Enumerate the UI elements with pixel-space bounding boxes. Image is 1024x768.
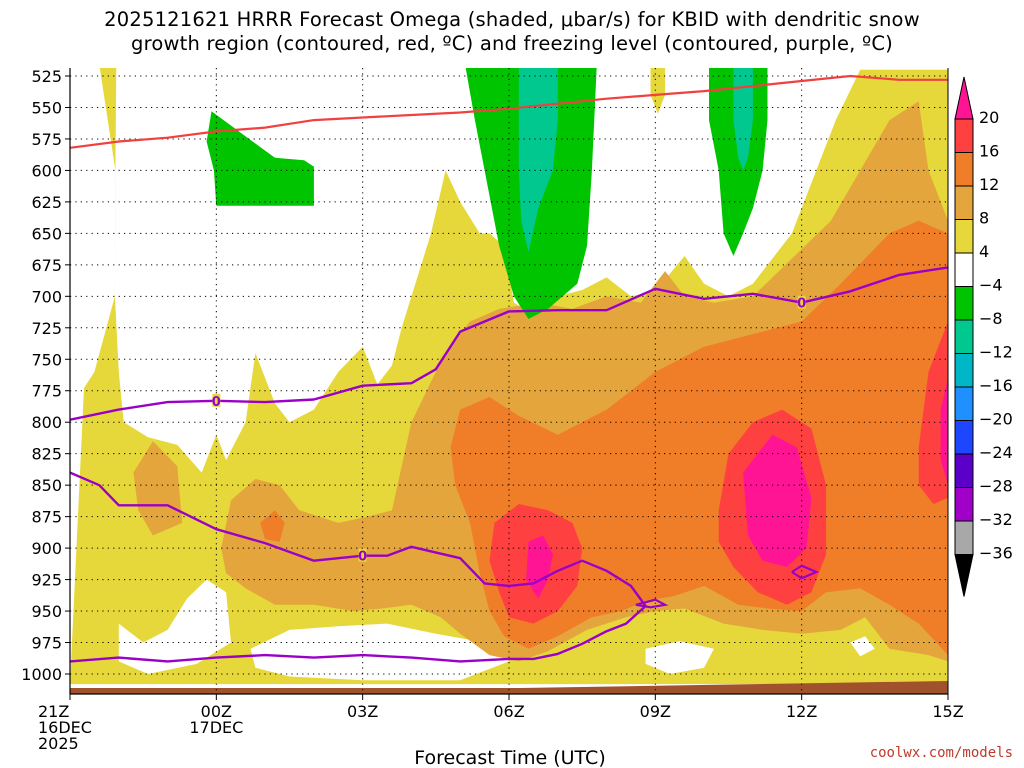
- colorbar-bin-10: [954, 420, 974, 455]
- x-tick-label-12-line-1: 09Z: [640, 702, 671, 721]
- colorbar-label-12: −32: [979, 510, 1013, 529]
- colorbar-label-6: −8: [979, 309, 1003, 328]
- colorbar-bin-13: [954, 520, 974, 555]
- ground-surface: [70, 681, 948, 694]
- y-tick-label-825: 825: [31, 445, 62, 464]
- colorbar-label-0: 20: [979, 108, 999, 127]
- teal-column-11z: [733, 68, 753, 171]
- y-tick-label-700: 700: [31, 287, 62, 306]
- y-tick-label-525: 525: [31, 67, 62, 86]
- y-tick-label-725: 725: [31, 319, 62, 338]
- colorbar-label-3: 8: [979, 209, 989, 228]
- x-tick-label-0-line-2: 16DEC: [38, 718, 92, 737]
- colorbar: 20 16 12 8 4 −4 −8 −12 −16 −20 −24 −28 −32 −36: [954, 76, 1013, 597]
- x-tick-label-18-line-1: 15Z: [932, 702, 963, 721]
- colorbar-label-8: −16: [979, 376, 1013, 395]
- credit-text: coolwx.com/models: [870, 745, 1013, 761]
- title-line-2: growth region (contoured, red, ºC) and f…: [131, 32, 893, 55]
- green-box-left: [206, 111, 314, 206]
- colorbar-bin-7: [954, 319, 974, 354]
- contour-label-3: 0: [797, 297, 806, 312]
- colorbar-bin-4: [954, 219, 974, 254]
- white-pocket-left: [118, 579, 231, 674]
- freezing-closed-contour-2: [791, 564, 820, 580]
- y-tick-label-850: 850: [31, 476, 62, 495]
- freezing-closed-contour-1: [635, 598, 669, 609]
- colorbar-label-4: 4: [979, 242, 989, 261]
- y-tick-label-925: 925: [31, 571, 62, 590]
- red-right-edge: [918, 321, 948, 504]
- freezing-level-line-1: [70, 266, 948, 421]
- y-tick-label-650: 650: [31, 224, 62, 243]
- x-tick-label-0-line-3: 2025: [38, 734, 79, 753]
- colorbar-label-7: −12: [979, 343, 1013, 362]
- colorbar-bin-5: [954, 252, 974, 287]
- x-tick-label-6-line-1: 03Z: [347, 702, 378, 721]
- contour-label-1: 0: [212, 395, 221, 410]
- contour-label-bg-3: [797, 295, 806, 309]
- white-pocket-small: [850, 636, 875, 657]
- title-line-1: 2025121621 HRRR Forecast Omega (shaded, …: [104, 8, 920, 31]
- y-tick-label-875: 875: [31, 508, 62, 527]
- y-tick-label-675: 675: [31, 256, 62, 275]
- y-axis-ticks: 525 550 575 600 625 650 675 700 725 750 775 800 825 8…: [21, 67, 70, 684]
- colorbar-bin-1: [954, 118, 974, 153]
- white-pocket-mid: [250, 623, 509, 681]
- y-tick-label-800: 800: [31, 413, 62, 432]
- y-tick-label-975: 975: [31, 634, 62, 653]
- contour-label-bg-1: [212, 393, 221, 407]
- x-tick-label-15-line-1: 12Z: [786, 702, 817, 721]
- contour-label-2: 0: [358, 550, 367, 565]
- y-tick-label-950: 950: [31, 602, 62, 621]
- yellow-cap-09z: [650, 68, 666, 114]
- y-tick-label-1000: 1000: [21, 665, 62, 684]
- dgz-contour-line: [70, 74, 948, 149]
- colorbar-bin-8: [954, 353, 974, 388]
- colorbar-bin-11: [954, 453, 974, 488]
- ground-fill: [70, 681, 948, 694]
- x-axis-label: Forecast Time (UTC): [414, 747, 605, 768]
- colorbar-bin-6: [954, 286, 974, 321]
- chart-title: 2025121621 HRRR Forecast Omega (shaded, …: [0, 8, 1024, 56]
- teal-column-05z: [518, 68, 558, 253]
- x-tick-label-3-line-1: 00Z: [201, 702, 232, 721]
- freezing-level-line-2: [70, 471, 647, 663]
- colorbar-bin-2: [954, 152, 974, 187]
- white-pocket-right: [645, 641, 714, 674]
- colorbar-label-13: −36: [979, 544, 1013, 563]
- colorbar-label-2: 12: [979, 175, 999, 194]
- y-tick-label-750: 750: [31, 350, 62, 369]
- y-tick-label-550: 550: [31, 98, 62, 117]
- x-tick-label-3-line-2: 17DEC: [189, 718, 243, 737]
- white-upper-left: [70, 68, 116, 410]
- colorbar-label-10: −24: [979, 443, 1013, 462]
- colorbar-label-9: −20: [979, 410, 1013, 429]
- y-tick-label-575: 575: [31, 130, 62, 149]
- colorbar-bin-3: [954, 185, 974, 220]
- colorbar-bin-9: [954, 386, 974, 421]
- y-tick-label-900: 900: [31, 539, 62, 558]
- contour-lines: 0 0 0: [70, 74, 948, 663]
- magenta-right-edge: [940, 378, 948, 486]
- colorbar-label-5: −4: [979, 276, 1003, 295]
- colorbar-bin-12: [954, 487, 974, 522]
- colorbar-label-11: −28: [979, 477, 1013, 496]
- x-tick-label-0-line-1: 21Z: [38, 702, 69, 721]
- magenta-11z: [743, 434, 812, 567]
- colorbar-top-arrow: [954, 76, 974, 120]
- x-tick-label-9-line-1: 06Z: [493, 702, 524, 721]
- orange-light-left: [133, 441, 183, 536]
- orange-small-left: [260, 510, 285, 542]
- y-tick-label-600: 600: [31, 161, 62, 180]
- contour-label-bg-2: [358, 548, 367, 562]
- colorbar-bottom-arrow: [954, 554, 974, 597]
- grid-lines: [70, 68, 948, 694]
- y-tick-label-625: 625: [31, 193, 62, 212]
- y-tick-label-775: 775: [31, 382, 62, 401]
- colorbar-label-1: 16: [979, 142, 999, 161]
- omega-shaded-field: [70, 68, 948, 685]
